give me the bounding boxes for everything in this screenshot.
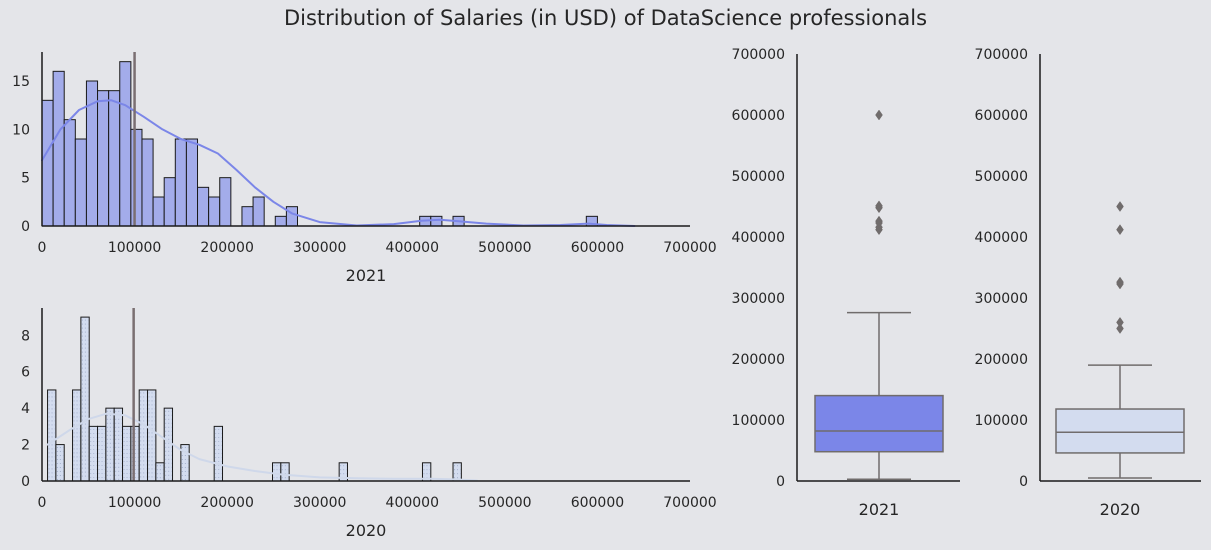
histogram-bar <box>152 196 165 227</box>
y-tick-label: 100000 <box>732 413 785 429</box>
x-axis-label: 2020 <box>346 521 387 540</box>
histogram-bar <box>108 90 121 227</box>
histogram-bar <box>97 425 107 482</box>
x-tick-label: 100000 <box>108 495 161 511</box>
y-tick-label: 200000 <box>732 352 785 368</box>
outlier-point <box>875 200 883 212</box>
histogram-bar <box>97 90 110 227</box>
histogram-bar <box>213 425 224 482</box>
histogram-bar <box>197 186 210 227</box>
outlier-point <box>1116 276 1124 288</box>
histogram-bar <box>47 389 57 482</box>
x-tick-label: 400000 <box>386 240 439 256</box>
x-tick-label: 500000 <box>478 240 531 256</box>
x-tick-label: 100000 <box>108 240 161 256</box>
y-tick-label: 2 <box>21 438 30 454</box>
histogram-bar <box>138 389 149 482</box>
outlier-point <box>1116 201 1124 212</box>
histogram-2020-panel: 0 100000 200000 300000 400000 500000 600000 700… <box>21 308 717 540</box>
y-tick-label: 700000 <box>975 47 1028 63</box>
histogram-bar <box>208 196 221 227</box>
x-tick-label: 700000 <box>663 495 716 511</box>
histogram-bar <box>241 206 254 227</box>
histogram-bar <box>52 70 65 227</box>
boxplot-2021-panel: 0 100000 200000 300000 400000 500000 600000 700… <box>732 47 960 519</box>
histogram-bar <box>63 119 76 227</box>
y-tick-label: 0 <box>21 219 30 235</box>
y-tick-label: 200000 <box>975 352 1028 368</box>
outlier-point <box>875 215 883 227</box>
histogram-bar <box>80 316 90 482</box>
histogram-bar <box>147 389 157 482</box>
y-tick-label: 10 <box>12 122 30 138</box>
x-tick-label: 0 <box>38 495 47 511</box>
x-tick-label: 600000 <box>571 240 624 256</box>
y-tick-label: 400000 <box>732 230 785 246</box>
y-tick-label: 300000 <box>975 291 1028 307</box>
histogram-bar <box>74 138 87 227</box>
x-tick-label: 0 <box>38 240 47 256</box>
histogram-bar <box>122 425 132 482</box>
x-axis-label: 2020 <box>1100 500 1141 519</box>
x-tick-label: 700000 <box>663 240 716 256</box>
iqr-box <box>1055 408 1185 454</box>
figure-title: Distribution of Salaries (in USD) of Dat… <box>283 6 928 30</box>
y-tick-label: 600000 <box>732 108 785 124</box>
outlier-point <box>1116 224 1124 236</box>
histogram-bar <box>219 177 232 227</box>
histogram-bar <box>252 196 265 227</box>
y-tick-label: 6 <box>21 365 30 381</box>
histogram-bar <box>430 215 443 227</box>
y-tick-label: 600000 <box>975 108 1028 124</box>
outlier-point <box>1116 323 1124 334</box>
x-tick-label: 300000 <box>293 240 346 256</box>
histogram-bar <box>163 177 176 227</box>
y-tick-label: 400000 <box>975 230 1028 246</box>
x-axis-label: 2021 <box>859 500 900 519</box>
x-tick-label: 200000 <box>200 240 253 256</box>
y-tick-label: 100000 <box>975 413 1028 429</box>
y-tick-label: 700000 <box>732 47 785 63</box>
x-tick-label: 200000 <box>200 495 253 511</box>
boxplot-2020-panel: 0 100000 200000 300000 400000 500000 600000 700… <box>975 47 1201 519</box>
x-tick-label: 400000 <box>386 495 439 511</box>
y-tick-label: 0 <box>1019 474 1028 490</box>
y-tick-label: 500000 <box>732 169 785 185</box>
histogram-bar <box>174 138 187 227</box>
x-tick-label: 600000 <box>571 495 624 511</box>
histogram-bar <box>285 206 298 227</box>
kde-curve <box>46 412 479 482</box>
histogram-bar <box>119 61 132 227</box>
histogram-bar <box>41 99 54 227</box>
y-tick-label: 15 <box>12 74 30 90</box>
x-tick-label: 300000 <box>293 495 346 511</box>
kde-curve <box>41 99 636 227</box>
outlier-point <box>1116 316 1124 328</box>
y-tick-label: 4 <box>21 401 30 417</box>
y-tick-label: 8 <box>21 328 30 344</box>
histogram-bar <box>88 425 99 482</box>
y-tick-label: 0 <box>21 474 30 490</box>
histogram-bar <box>72 389 82 482</box>
histogram-2021-panel: 0 100000 200000 300000 400000 500000 600000 700… <box>12 52 717 285</box>
histogram-bar <box>130 128 143 227</box>
iqr-box <box>814 394 944 453</box>
outlier-point <box>875 109 883 121</box>
y-tick-label: 300000 <box>732 291 785 307</box>
x-tick-label: 500000 <box>478 495 531 511</box>
histogram-bar <box>141 138 154 227</box>
y-tick-label: 500000 <box>975 169 1028 185</box>
histogram-bar <box>185 138 199 227</box>
x-axis-label: 2021 <box>346 266 387 285</box>
y-tick-label: 5 <box>21 171 30 187</box>
histogram-bar <box>130 425 140 482</box>
histogram-bar <box>274 215 287 227</box>
y-tick-label: 0 <box>776 474 785 490</box>
